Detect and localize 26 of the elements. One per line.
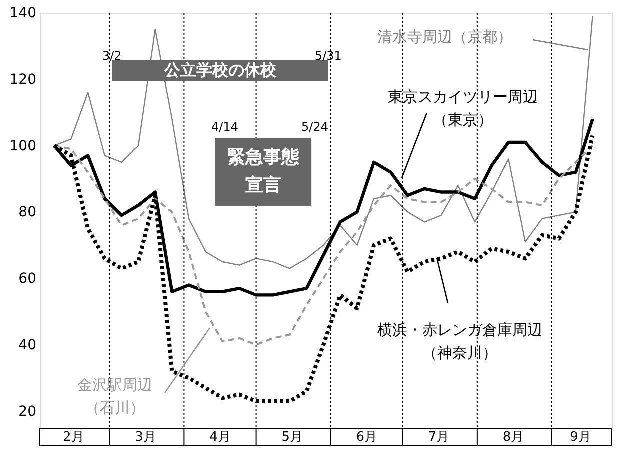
x-tick-label: 8月 xyxy=(502,430,524,445)
annotation: 3/2 xyxy=(102,49,122,64)
x-tick-label: 3月 xyxy=(135,430,156,445)
y-tick-label: 140 xyxy=(10,6,36,22)
y-tick-label: 100 xyxy=(10,138,36,154)
series-label: 東京スカイツリー周辺（東京） xyxy=(388,88,538,129)
text: 金沢駅周辺（石川） xyxy=(78,376,152,417)
x-tick-label: 9月 xyxy=(570,430,592,445)
y-tick-label: 120 xyxy=(10,72,36,88)
legend-label: 清水寺周辺（京都） xyxy=(378,28,512,46)
annotation: 5/24 xyxy=(302,120,328,134)
annotation: 5/31 xyxy=(314,49,342,64)
x-tick-label: 7月 xyxy=(428,430,450,445)
series-label: 横浜・赤レンガ倉庫周辺（神奈川） xyxy=(378,321,542,362)
annotation: 4/14 xyxy=(212,120,238,134)
y-tick-label: 40 xyxy=(18,338,36,354)
line-series xyxy=(54,16,594,270)
x-tick-label: 6月 xyxy=(356,430,378,445)
x-tick-label: 4月 xyxy=(210,430,231,445)
band-label: 緊急事態宣言 xyxy=(228,147,301,196)
y-tick-label: 80 xyxy=(18,204,36,221)
x-tick-label: 5月 xyxy=(282,430,303,445)
x-tick-label: 2月 xyxy=(63,430,84,445)
band-label: 公立学校の休校 xyxy=(163,60,278,80)
y-tick-label: 60 xyxy=(18,271,36,288)
y-tick-label: 20 xyxy=(18,404,36,420)
